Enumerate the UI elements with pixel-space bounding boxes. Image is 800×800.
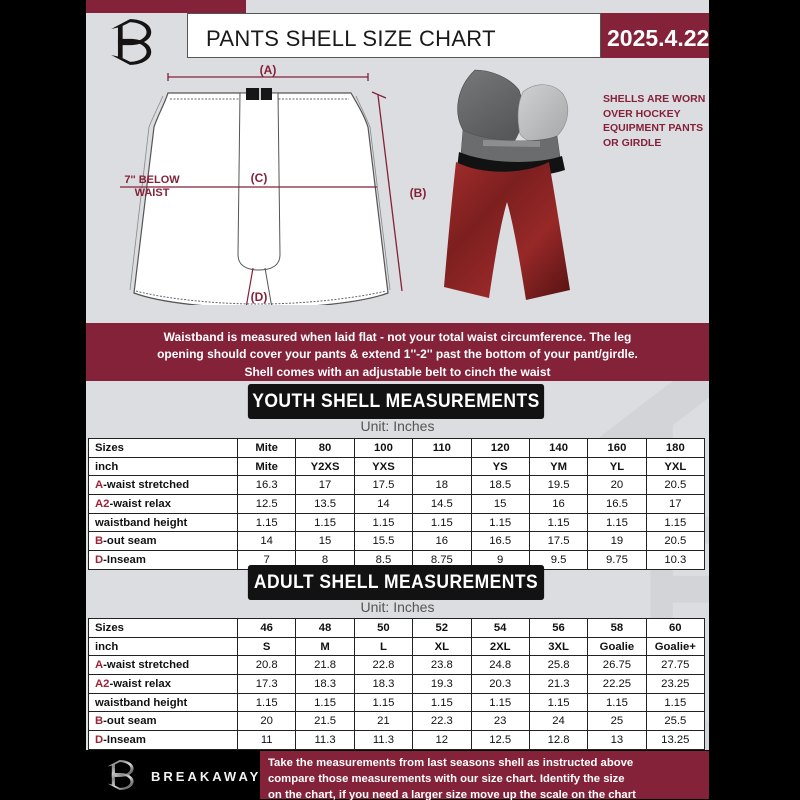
svg-text:(D): (D) bbox=[251, 290, 268, 304]
svg-text:7'' BELOW: 7'' BELOW bbox=[124, 174, 180, 186]
svg-text:WAIST: WAIST bbox=[135, 187, 170, 199]
svg-text:(A): (A) bbox=[260, 65, 277, 77]
svg-text:(B): (B) bbox=[410, 186, 427, 200]
svg-text:(C): (C) bbox=[251, 171, 268, 185]
